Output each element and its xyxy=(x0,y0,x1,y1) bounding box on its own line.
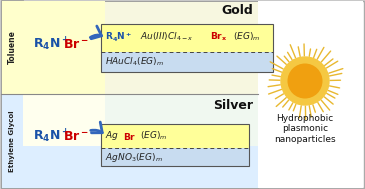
Text: $\mathbf{Br_x}$: $\mathbf{Br_x}$ xyxy=(210,31,227,43)
Text: $\mathbf{Br^-}$: $\mathbf{Br^-}$ xyxy=(63,37,89,50)
Text: $\mathbf{R_4N^+}$: $\mathbf{R_4N^+}$ xyxy=(33,35,70,53)
Text: Gold: Gold xyxy=(221,4,253,17)
Text: $HAuCl_4(EG)_m$: $HAuCl_4(EG)_m$ xyxy=(105,56,164,68)
Circle shape xyxy=(281,57,329,105)
Text: $\mathbf{Br^-}$: $\mathbf{Br^-}$ xyxy=(63,129,89,143)
Text: $(EG)_m$: $(EG)_m$ xyxy=(233,31,260,43)
Text: Silver: Silver xyxy=(213,99,253,112)
Text: Toluene: Toluene xyxy=(8,30,16,64)
Text: Hydrophobic
plasmonic
nanoparticles: Hydrophobic plasmonic nanoparticles xyxy=(274,114,336,144)
Bar xyxy=(23,1,258,94)
Bar xyxy=(23,146,258,188)
Bar xyxy=(23,1,105,94)
Text: $Au(III)Cl_{4-x}$: $Au(III)Cl_{4-x}$ xyxy=(140,31,194,43)
Bar xyxy=(101,148,249,166)
Bar xyxy=(23,94,105,188)
Text: $AgNO_3(EG)_m$: $AgNO_3(EG)_m$ xyxy=(105,150,163,163)
Bar xyxy=(1,94,23,188)
Bar xyxy=(1,0,23,94)
Bar xyxy=(101,52,273,72)
Text: $Ag$: $Ag$ xyxy=(105,129,119,143)
Text: $\mathbf{R_4N^+}$: $\mathbf{R_4N^+}$ xyxy=(105,30,132,44)
Bar xyxy=(258,1,363,188)
Text: $\mathbf{Br}$: $\mathbf{Br}$ xyxy=(123,130,137,142)
Bar xyxy=(101,24,273,72)
Text: $\mathbf{R_4N^+}$: $\mathbf{R_4N^+}$ xyxy=(33,127,70,145)
Circle shape xyxy=(288,64,322,98)
Text: $(EG)_m$: $(EG)_m$ xyxy=(141,130,168,142)
Bar xyxy=(101,24,273,52)
Bar xyxy=(101,124,249,148)
Bar xyxy=(23,94,258,188)
Text: Ethylene Glycol: Ethylene Glycol xyxy=(9,110,15,172)
Bar xyxy=(101,124,249,166)
FancyArrowPatch shape xyxy=(90,26,101,39)
FancyArrowPatch shape xyxy=(91,122,102,133)
